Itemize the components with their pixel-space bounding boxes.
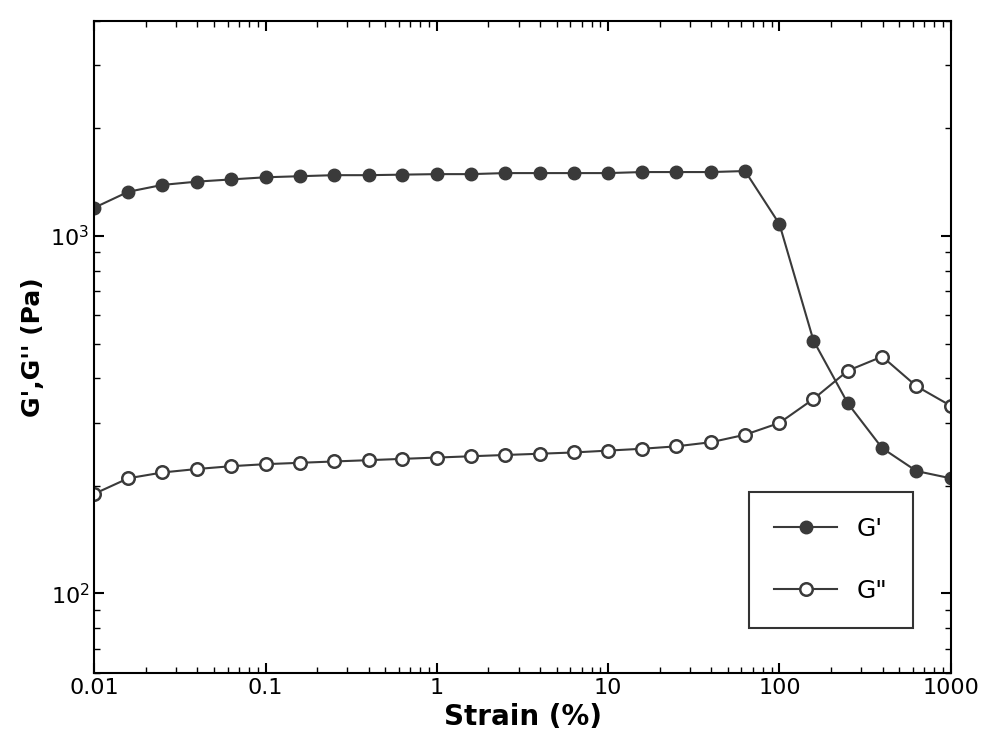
G' [602,168,614,177]
G" [636,444,648,453]
G" [122,474,134,483]
G' [328,171,340,180]
G' [431,170,443,179]
G' [260,173,272,182]
G' [499,168,511,177]
G" [191,465,203,474]
G' [876,444,888,453]
G' [191,177,203,186]
G" [431,453,443,462]
G" [363,456,375,465]
G' [156,180,168,190]
G' [294,171,306,180]
G" [705,438,717,447]
G' [396,170,408,179]
G' [534,168,546,177]
G" [396,454,408,463]
Line: G": G" [88,350,957,500]
G" [465,452,477,461]
G' [773,220,785,229]
G" [225,462,237,471]
Line: G': G' [88,165,957,484]
G' [807,336,819,345]
G' [225,175,237,184]
G" [739,430,751,439]
G" [910,382,922,391]
Y-axis label: G',G'' (Pa): G',G'' (Pa) [21,277,45,417]
G" [294,458,306,467]
G" [534,449,546,458]
G' [465,170,477,179]
G' [705,168,717,177]
G' [122,187,134,196]
G" [499,450,511,459]
G' [88,203,100,212]
G' [842,399,854,408]
X-axis label: Strain (%): Strain (%) [444,703,602,731]
G" [945,402,957,411]
G" [88,490,100,499]
G" [260,459,272,468]
G' [636,168,648,177]
G' [945,474,957,483]
G" [807,395,819,404]
G" [876,352,888,361]
G' [568,168,580,177]
G' [670,168,682,177]
G" [842,366,854,375]
G' [363,171,375,180]
Legend: G', G": G', G" [749,492,913,628]
G' [739,166,751,175]
G" [156,468,168,477]
G" [670,442,682,451]
G" [328,457,340,466]
G" [773,418,785,427]
G" [602,446,614,455]
G" [568,448,580,457]
G' [910,466,922,475]
